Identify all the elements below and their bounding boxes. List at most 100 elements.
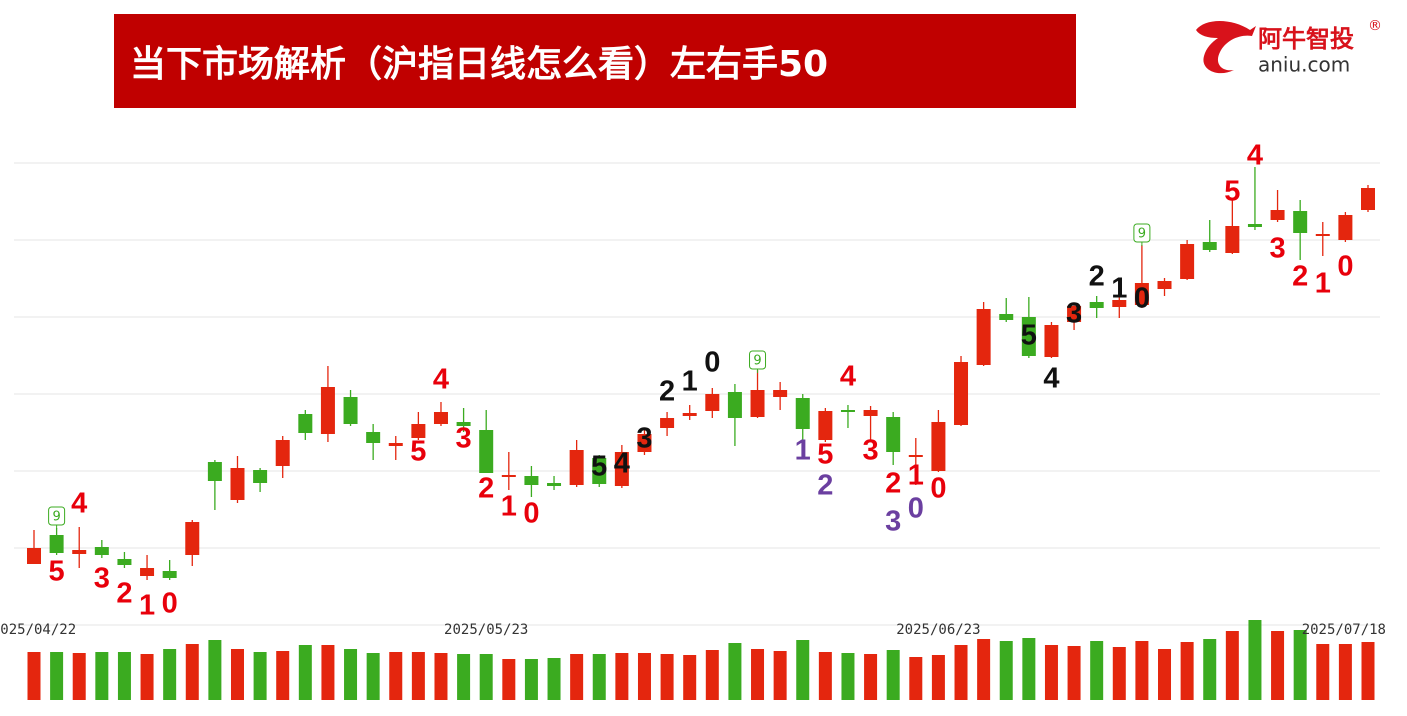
candle-body <box>27 548 41 564</box>
annotation: 0 <box>908 493 924 525</box>
candle-body <box>750 390 765 417</box>
volume-bar <box>1203 639 1217 700</box>
volume-bar <box>457 654 471 700</box>
volume-bar <box>1271 631 1285 700</box>
volume-bar <box>1022 638 1036 700</box>
volume-bar <box>502 659 516 700</box>
candle-body <box>1293 211 1308 233</box>
candle-body <box>637 434 652 452</box>
badge-text: 9 <box>52 510 60 525</box>
volume-bar <box>1090 641 1104 700</box>
volume-bar <box>683 655 697 700</box>
badge-text: 9 <box>753 354 761 369</box>
badge-text: 9 <box>1138 227 1146 242</box>
annotation: 0 <box>523 498 539 530</box>
annotation: 0 <box>1337 251 1353 283</box>
volume-bar <box>841 653 855 700</box>
candle-body <box>727 392 742 418</box>
volume-bar <box>140 654 154 700</box>
volume-bar <box>1225 631 1239 700</box>
volume-bar <box>886 650 900 700</box>
volume-bar <box>1338 644 1352 700</box>
volume-bar <box>1248 620 1262 700</box>
logo: 阿牛智投 ® aniu.com <box>1196 18 1382 77</box>
volume-bar <box>864 654 878 700</box>
annotation: 2 <box>1089 261 1105 293</box>
annotation: 1 <box>1111 273 1127 305</box>
volume-bar <box>1158 649 1172 700</box>
annotation: 1 <box>139 590 155 622</box>
volume-bar <box>411 652 425 700</box>
logo-mark: ® <box>1368 18 1382 34</box>
candle-body <box>1112 300 1127 307</box>
volume-bar <box>909 657 923 700</box>
chart-title: 当下市场解析（沪指日线怎么看）左右手50 <box>130 44 828 85</box>
annotation: 2 <box>659 376 675 408</box>
volume-bar <box>637 653 651 700</box>
volume-bar <box>72 653 86 700</box>
candle-body <box>795 398 810 429</box>
logo-name: 阿牛智投 <box>1258 25 1354 53</box>
volume-bar <box>185 644 199 700</box>
candle-body <box>592 458 607 484</box>
candle-body <box>773 390 788 397</box>
volume-bar <box>999 641 1013 700</box>
candle-body <box>1202 242 1217 250</box>
candle-body <box>1315 234 1330 236</box>
annotation: 3 <box>863 435 879 467</box>
volume-bar <box>1180 642 1194 700</box>
candle-body <box>1089 302 1104 308</box>
annotation: 3 <box>885 506 901 538</box>
x-tick-label: 2025/07/18 <box>1302 622 1386 638</box>
volume-bar <box>1044 645 1058 700</box>
volume-bar <box>1293 630 1307 700</box>
volume-bar <box>1135 641 1149 700</box>
volume-bar <box>660 654 674 700</box>
volume-bar <box>1361 642 1375 700</box>
annotation: 5 <box>49 556 65 588</box>
candle-body <box>1157 281 1172 289</box>
annotation: 1 <box>795 435 811 467</box>
candle-body <box>433 412 448 424</box>
annotation: 0 <box>930 473 946 505</box>
annotation: 4 <box>71 488 87 520</box>
badge: 9 <box>1133 223 1151 246</box>
candle-body <box>999 314 1014 320</box>
annotation: 4 <box>614 448 630 480</box>
candle-body <box>1247 224 1262 227</box>
volume-bar <box>344 649 358 700</box>
annotation: 0 <box>162 588 178 620</box>
candle-body <box>682 413 697 416</box>
candle-body <box>1361 188 1375 210</box>
x-tick-label: 2025/05/23 <box>444 622 528 638</box>
logo-icon <box>1196 21 1256 74</box>
volume-bar <box>230 649 244 700</box>
candle-body <box>1338 215 1353 240</box>
annotation: 5 <box>1224 176 1240 208</box>
candle-body <box>1044 325 1059 357</box>
volume-bar <box>27 652 41 700</box>
candle-body <box>94 547 109 555</box>
candle-body <box>72 550 87 554</box>
candle-body <box>207 462 222 481</box>
annotation: 5 <box>591 451 607 483</box>
annotation: 1 <box>908 460 924 492</box>
candle-body <box>1225 226 1240 253</box>
volume-bar <box>547 658 561 700</box>
annotation: 4 <box>840 361 856 393</box>
volume-bar <box>592 654 606 700</box>
candle-body <box>388 443 403 446</box>
annotation: 4 <box>1247 140 1263 172</box>
volume-bar <box>728 643 742 700</box>
candle-body <box>1021 317 1036 356</box>
volume-bar <box>796 640 810 700</box>
candle-body <box>320 387 335 434</box>
candle-body <box>1067 306 1082 322</box>
volume-bar <box>389 652 403 700</box>
volume-bar <box>276 651 290 700</box>
volume-bar <box>1316 644 1330 700</box>
volume-bar <box>1067 646 1081 700</box>
logo-site: aniu.com <box>1258 53 1350 77</box>
volume-bar <box>321 645 335 700</box>
